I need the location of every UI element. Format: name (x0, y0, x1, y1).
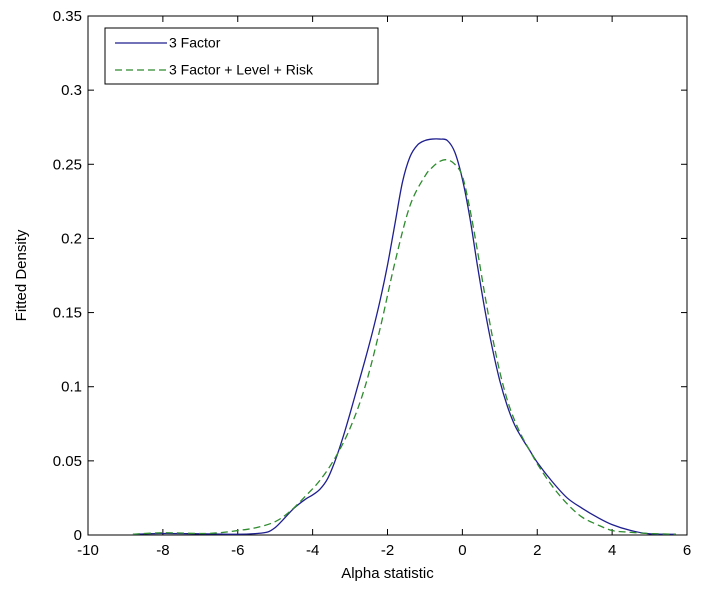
y-tick-label: 0.05 (53, 453, 82, 470)
legend: 3 Factor 3 Factor + Level + Risk (104, 27, 379, 85)
legend-label-3-factor: 3 Factor (169, 35, 221, 51)
y-axis-label: Fitted Density (13, 229, 30, 321)
x-tick-label: 6 (683, 542, 691, 559)
axes-frame (87, 15, 688, 536)
x-tick-label: 2 (533, 542, 541, 559)
x-axis-label: Alpha statistic (341, 565, 434, 582)
x-tick-label: -8 (156, 542, 169, 559)
x-tick-label: -6 (231, 542, 244, 559)
series-layer (132, 138, 676, 535)
x-tick-label: 0 (458, 542, 466, 559)
x-tick-label: 4 (608, 542, 616, 559)
y-tick-label: 0.25 (53, 156, 82, 173)
series-line-3-factor-level-risk (132, 159, 676, 535)
x-tick-label: -2 (381, 542, 394, 559)
y-tick-label: 0.3 (61, 82, 82, 99)
x-tick-label: -10 (77, 542, 99, 559)
y-tick-label: 0.2 (61, 230, 82, 247)
y-tick-label: 0 (74, 527, 82, 544)
x-tick-label: -4 (306, 542, 319, 559)
legend-label-3-factor-level-risk: 3 Factor + Level + Risk (169, 62, 314, 78)
ticks-layer: -10 -8 -6 -4 -2 0 2 4 6 0 0.05 0.1 0.15 0.2 0.25 0.3 0.3… (53, 8, 691, 559)
y-tick-label: 0.35 (53, 8, 82, 25)
y-tick-label: 0.15 (53, 305, 82, 322)
y-tick-label: 0.1 (61, 379, 82, 396)
legend-box (104, 27, 379, 85)
